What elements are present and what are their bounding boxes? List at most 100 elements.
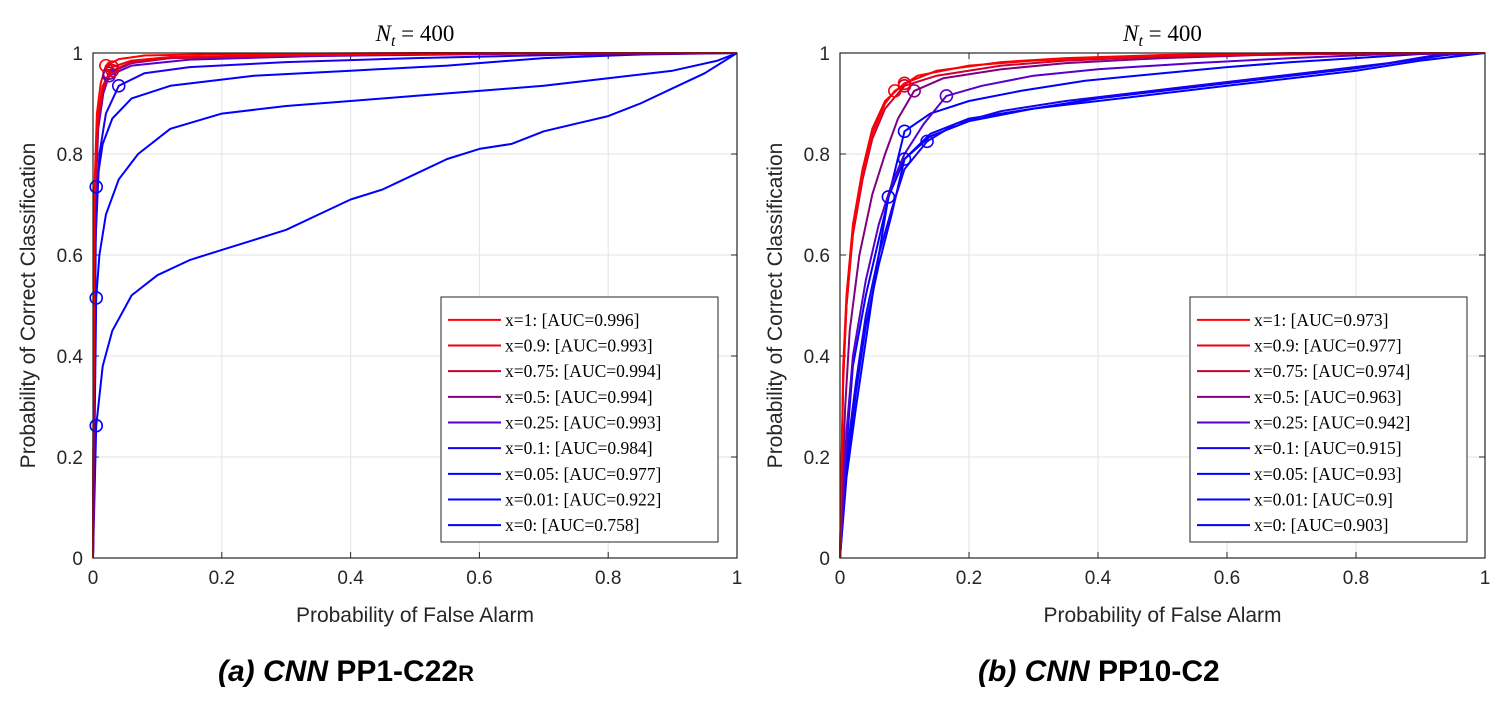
y-axis-label: Probability of Correct Classification xyxy=(764,143,787,469)
caption-italic: CNN xyxy=(1024,655,1090,688)
plot-frame xyxy=(839,52,1486,559)
x-axis-label: Probability of False Alarm xyxy=(296,604,534,627)
caption-model: PP10-C2 xyxy=(1089,655,1220,688)
operating-point-marker xyxy=(881,190,896,204)
legend-item: x=0.9: [AUC=0.993] xyxy=(448,336,653,356)
roc-curve-series-5 xyxy=(839,52,1486,559)
legend-box xyxy=(440,296,719,543)
y-tick-label: 0.6 xyxy=(804,246,830,267)
roc-curve-series-6 xyxy=(92,52,738,559)
y-axis-label: Probability of Correct Classification xyxy=(17,143,40,469)
y-tick-label: 0.8 xyxy=(804,145,830,166)
y-tick-label: 0.6 xyxy=(57,246,83,267)
chart-title: Nt = 400 xyxy=(375,21,455,50)
legend-box xyxy=(1189,296,1468,543)
legend-item: x=0.75: [AUC=0.974] xyxy=(1197,361,1410,381)
legend-item: x=0.5: [AUC=0.963] xyxy=(1197,387,1402,407)
legend-label: x=0: [AUC=0.758] xyxy=(505,515,639,535)
x-tick-label: 0.4 xyxy=(1085,568,1112,589)
caption-a: (a) CNN PP1-C22R xyxy=(218,655,474,689)
caption-b: (b) CNN PP10-C2 xyxy=(978,655,1220,689)
x-tick-label: 0.2 xyxy=(209,568,235,589)
legend-item: x=0.1: [AUC=0.984] xyxy=(448,438,653,458)
y-tick-label: 0.2 xyxy=(57,448,83,469)
operating-point-marker xyxy=(897,124,912,139)
roc-curve-series-6 xyxy=(839,52,1486,559)
y-tick-label: 0.4 xyxy=(57,347,84,368)
legend-item: x=0.1: [AUC=0.915] xyxy=(1197,438,1402,458)
y-tick-label: 0.4 xyxy=(804,347,831,368)
caption-prefix: (a) xyxy=(218,655,263,688)
roc-curve-series-8 xyxy=(92,52,738,559)
legend-label: x=0.75: [AUC=0.974] xyxy=(1254,361,1410,381)
roc-curve-series-8 xyxy=(839,52,1486,559)
legend-item: x=0.75: [AUC=0.994] xyxy=(448,361,661,381)
x-tick-label: 0.8 xyxy=(595,568,621,589)
operating-point-marker xyxy=(89,180,104,194)
x-tick-label: 0.6 xyxy=(1214,568,1240,589)
legend-item: x=1: [AUC=0.996] xyxy=(448,310,639,330)
roc-curve-series-5 xyxy=(92,52,738,559)
y-tick-label: 1 xyxy=(72,44,83,65)
legend: x=1: [AUC=0.973] x=0.9: [AUC=0.977] x=0.75… xyxy=(1189,296,1468,543)
operating-point-marker xyxy=(897,152,912,166)
legend-label: x=0.25: [AUC=0.942] xyxy=(1254,413,1410,433)
plot-frame xyxy=(92,52,738,559)
legend-item: x=0.05: [AUC=0.977] xyxy=(448,464,661,484)
legend-item: x=0.01: [AUC=0.9] xyxy=(1197,490,1393,510)
x-tick-label: 0.4 xyxy=(337,568,364,589)
legend: x=1: [AUC=0.996] x=0.9: [AUC=0.993] x=0.75… xyxy=(440,296,719,543)
legend-label: x=0.1: [AUC=0.915] xyxy=(1254,438,1402,458)
y-tick-label: 0 xyxy=(72,549,83,570)
legend-item: x=0.25: [AUC=0.942] xyxy=(1197,413,1410,433)
x-tick-label: 1 xyxy=(732,568,743,589)
y-tick-label: 0 xyxy=(819,549,830,570)
chart-panel-b: 0 0.2 0.4 0.6 0.8 1 0 0.2 0.4 0.6 0.8 1 Nt = 400 Prob… xyxy=(764,21,1490,627)
legend-item: x=0.01: [AUC=0.922] xyxy=(448,490,661,510)
legend-item: x=0.25: [AUC=0.993] xyxy=(448,413,661,433)
legend-label: x=0.05: [AUC=0.977] xyxy=(505,464,661,484)
legend-item: x=0: [AUC=0.758] xyxy=(448,515,639,535)
legend-item: x=0.9: [AUC=0.977] xyxy=(1197,336,1402,356)
operating-point-marker xyxy=(99,58,113,73)
chart-title: Nt = 400 xyxy=(1122,21,1202,50)
operating-point-marker xyxy=(920,134,934,149)
operating-point-marker xyxy=(105,60,120,74)
legend-item: x=0.5: [AUC=0.994] xyxy=(448,387,653,407)
caption-italic: CNN xyxy=(263,655,328,688)
roc-curve-series-0 xyxy=(839,52,1485,559)
operating-point-marker xyxy=(888,84,902,98)
x-tick-label: 0 xyxy=(88,568,99,589)
legend-label: x=0.25: [AUC=0.993] xyxy=(505,413,661,433)
legend-label: x=1: [AUC=0.973] xyxy=(1254,310,1388,330)
y-tick-label: 1 xyxy=(819,44,830,65)
roc-curve-series-7 xyxy=(92,52,738,559)
legend-item: x=0: [AUC=0.903] xyxy=(1197,515,1388,535)
legend-label: x=0.9: [AUC=0.977] xyxy=(1254,336,1402,356)
chart-panel-a: 0 0.2 0.4 0.6 0.8 1 0 0.2 0.4 0.6 0.8 1 Nt = 400 Prob… xyxy=(17,21,742,627)
legend-label: x=0.01: [AUC=0.9] xyxy=(1254,490,1393,510)
legend-label: x=0.9: [AUC=0.993] xyxy=(505,336,653,356)
caption-model: PP1-C22 xyxy=(328,655,459,688)
legend-label: x=0.75: [AUC=0.994] xyxy=(505,361,661,381)
operating-point-marker xyxy=(111,79,126,93)
y-tick-label: 0.8 xyxy=(57,145,83,166)
roc-curve-series-7 xyxy=(839,52,1486,559)
caption-prefix: (b) xyxy=(978,655,1025,688)
legend-label: x=1: [AUC=0.996] xyxy=(505,310,639,330)
x-tick-label: 1 xyxy=(1480,568,1491,589)
legend-item: x=1: [AUC=0.973] xyxy=(1197,310,1388,330)
legend-item: x=0.05: [AUC=0.93] xyxy=(1197,464,1402,484)
roc-curve-series-4 xyxy=(839,52,1486,559)
legend-label: x=0.5: [AUC=0.963] xyxy=(1254,387,1402,407)
x-tick-label: 0.2 xyxy=(956,568,982,589)
x-tick-label: 0.6 xyxy=(466,568,492,589)
legend-label: x=0: [AUC=0.903] xyxy=(1254,515,1388,535)
operating-point-marker xyxy=(89,291,104,305)
legend-label: x=0.1: [AUC=0.984] xyxy=(505,438,653,458)
y-tick-label: 0.2 xyxy=(804,448,830,469)
x-axis-label: Probability of False Alarm xyxy=(1043,604,1281,627)
x-tick-label: 0.8 xyxy=(1343,568,1369,589)
operating-point-marker xyxy=(897,76,912,91)
